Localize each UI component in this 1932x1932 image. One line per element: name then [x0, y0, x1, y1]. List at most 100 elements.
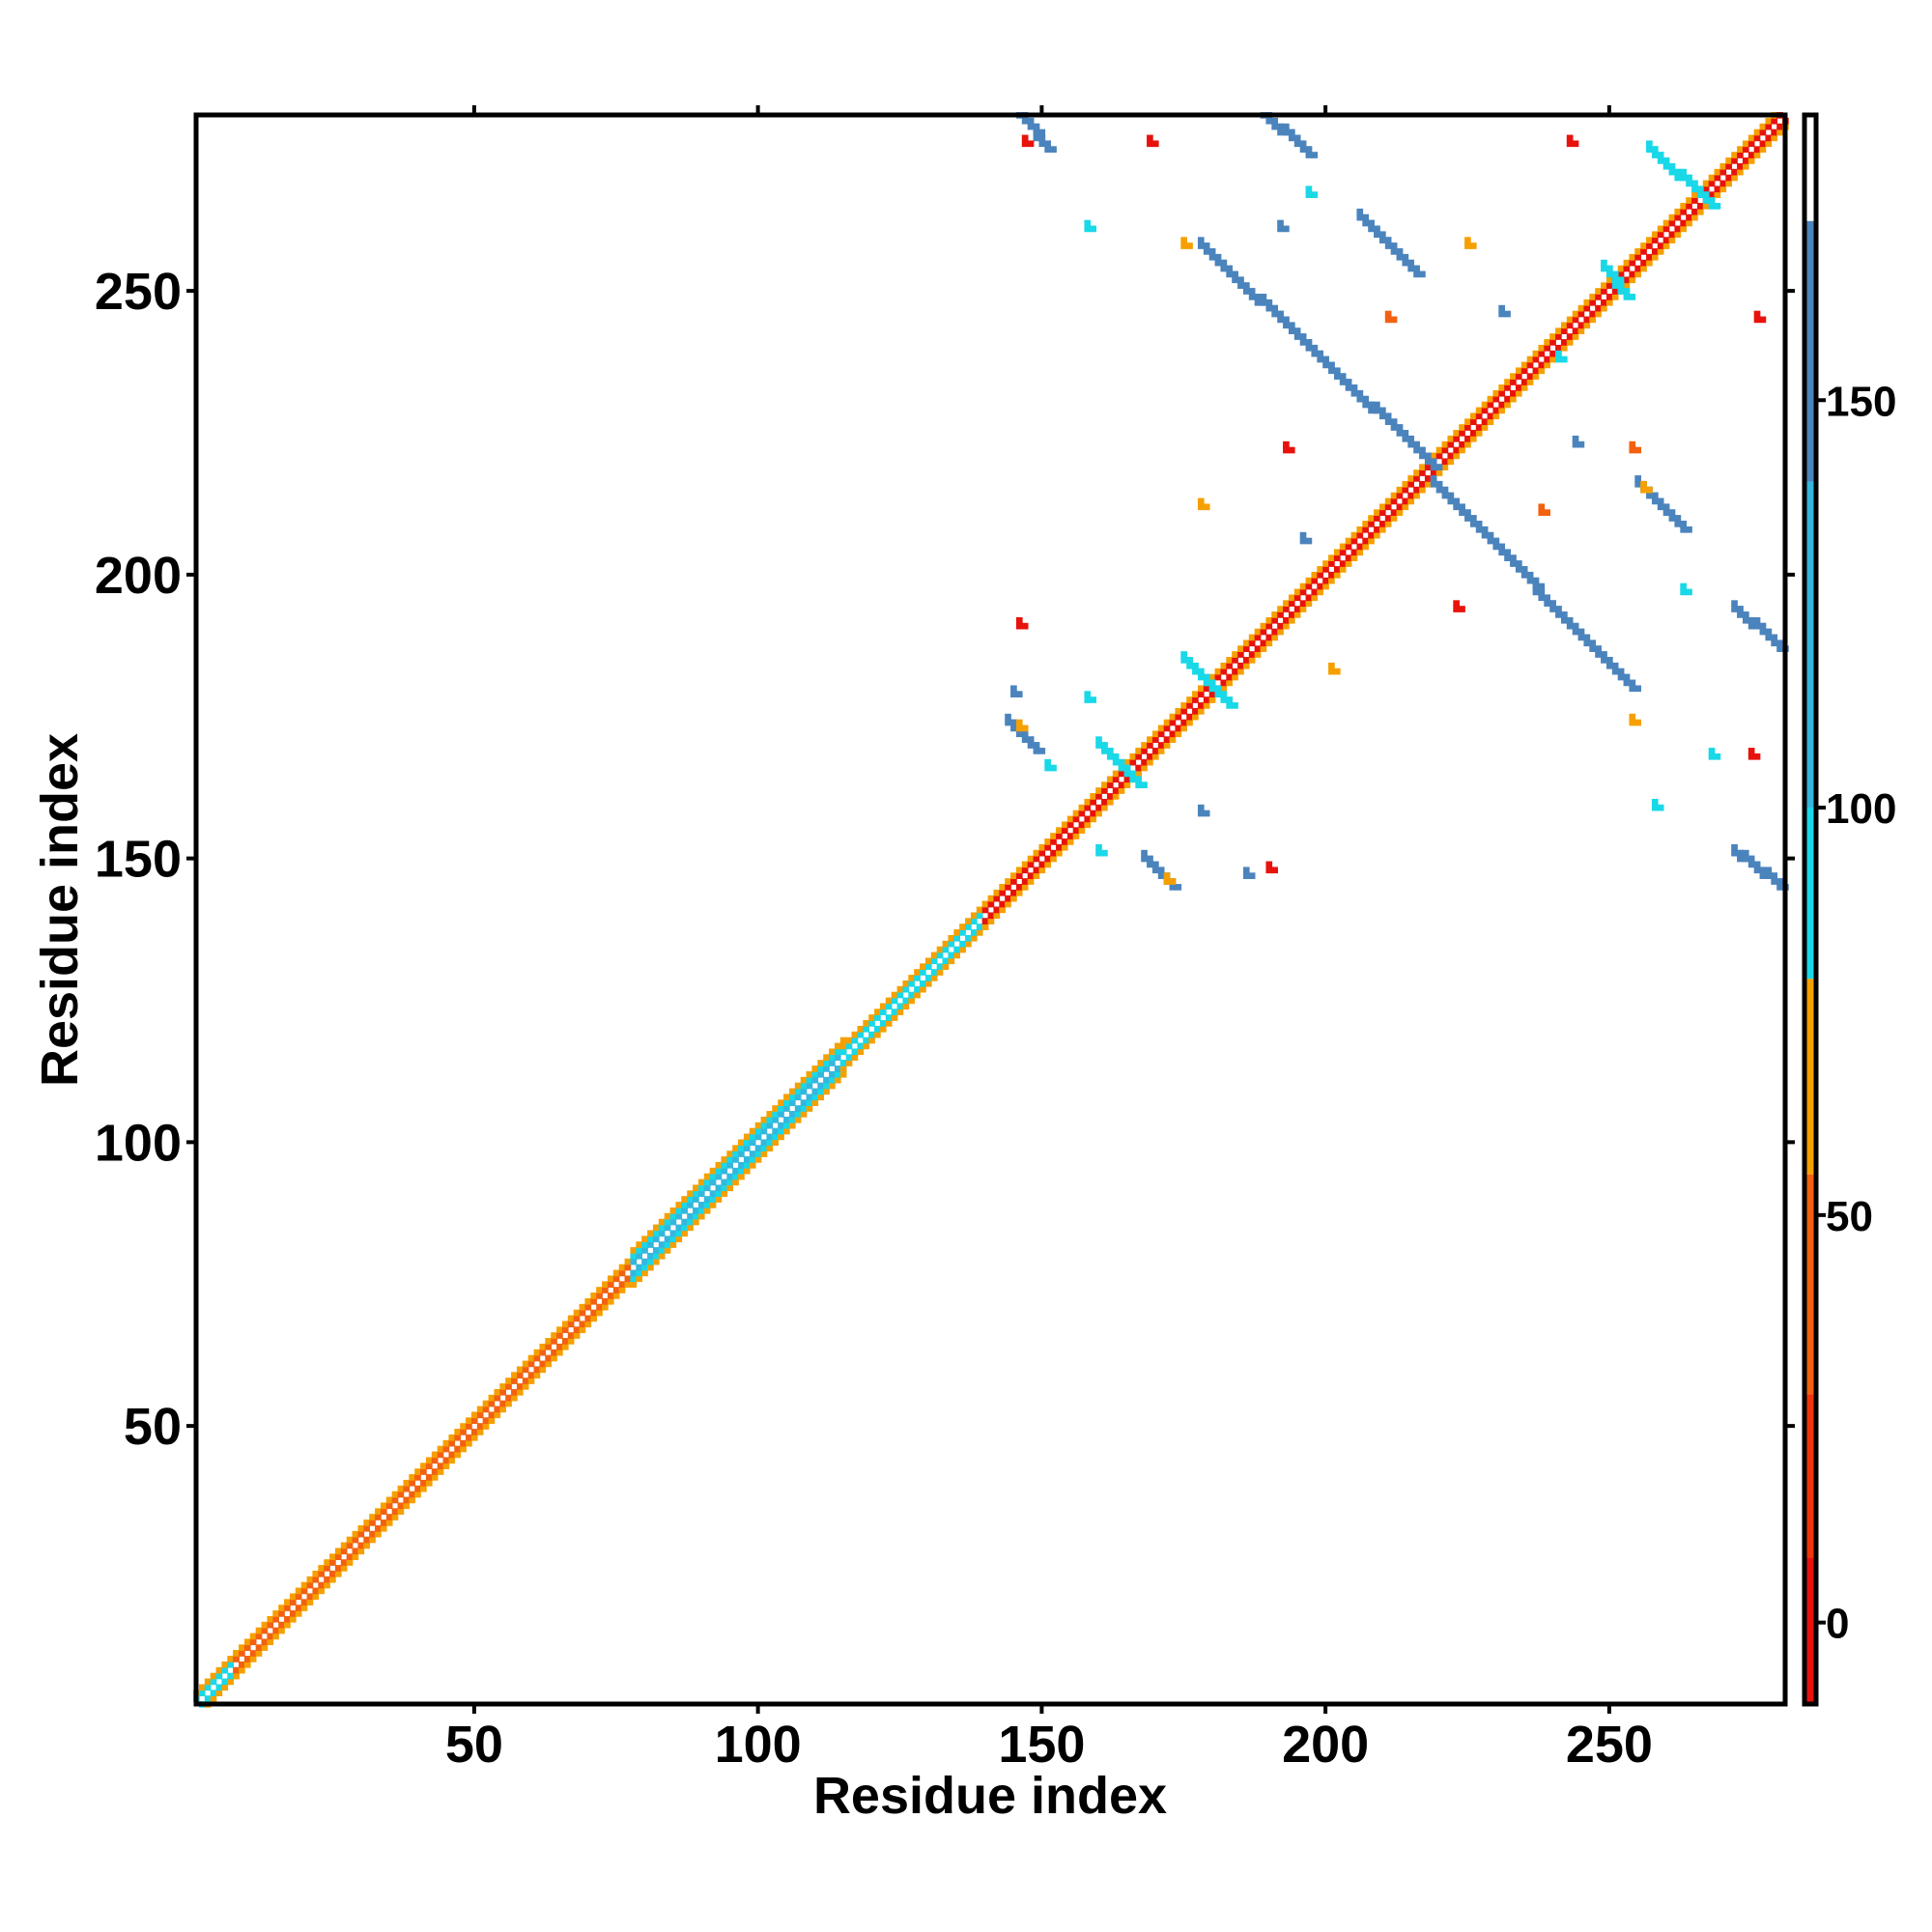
heatmap-cell — [1101, 787, 1108, 794]
heatmap-cell — [448, 1439, 456, 1447]
heatmap-cell — [442, 1445, 450, 1453]
heatmap-cell — [993, 895, 1001, 902]
heatmap-cell — [829, 1048, 836, 1056]
heatmap-cell — [1623, 276, 1631, 284]
heatmap-cell — [1435, 469, 1443, 476]
heatmap-cell — [1339, 543, 1347, 551]
heatmap-cell — [391, 1514, 399, 1520]
heatmap-cell — [681, 1218, 688, 1226]
heatmap-cell — [1374, 401, 1380, 409]
heatmap-cell — [1192, 668, 1199, 675]
heatmap-cell — [460, 1429, 467, 1435]
heatmap-cell — [1662, 157, 1670, 164]
heatmap-cell — [1038, 128, 1046, 136]
heatmap-cell — [1402, 480, 1409, 488]
heatmap-cell — [1435, 452, 1443, 460]
heatmap-cell — [1424, 480, 1432, 488]
heatmap-cell — [788, 1111, 796, 1118]
heatmap-cell — [1248, 657, 1256, 664]
heatmap-cell — [800, 1076, 808, 1084]
heatmap-cell — [1725, 174, 1732, 182]
colorbar — [1804, 115, 1816, 1704]
heatmap-cell — [1759, 872, 1767, 879]
heatmap-cell — [1560, 616, 1568, 624]
heatmap-cell — [1481, 424, 1489, 431]
heatmap-cell — [908, 980, 915, 987]
heatmap-cell — [1595, 288, 1602, 295]
heatmap-cell — [255, 1627, 263, 1634]
heatmap-cell — [1293, 594, 1301, 602]
heatmap-cell — [1021, 724, 1029, 732]
heatmap-cell — [891, 1009, 898, 1015]
heatmap-cell — [284, 1621, 291, 1629]
heatmap-cell — [687, 1202, 694, 1208]
heatmap-cell — [1384, 237, 1392, 243]
heatmap-cell — [1378, 509, 1386, 516]
heatmap-cell — [1044, 861, 1051, 868]
heatmap-cell — [1742, 611, 1749, 618]
heatmap-cell — [1061, 827, 1068, 834]
heatmap-cell — [1288, 616, 1295, 624]
heatmap-cell — [1356, 389, 1364, 397]
heatmap-cell — [1010, 719, 1017, 726]
heatmap-cell — [1657, 242, 1664, 249]
heatmap-cell — [1027, 872, 1035, 879]
heatmap-cell — [1753, 861, 1761, 868]
heatmap-cell — [1226, 662, 1233, 669]
heatmap-cell — [1129, 776, 1137, 783]
heatmap-cell — [1283, 622, 1290, 630]
heatmap-cell — [607, 1281, 614, 1288]
heatmap-cell — [976, 906, 983, 914]
heatmap-cell — [1662, 242, 1670, 249]
heatmap-cell — [726, 1184, 733, 1192]
heatmap-cell — [1662, 503, 1670, 511]
heatmap-cell — [369, 1514, 376, 1520]
heatmap-cell — [1566, 140, 1574, 148]
heatmap-cell — [754, 1151, 762, 1157]
heatmap-cell — [1424, 475, 1432, 482]
heatmap-cell — [1747, 855, 1755, 863]
heatmap-cell — [863, 1042, 869, 1050]
heatmap-cell — [664, 1224, 671, 1232]
heatmap-cell — [1605, 282, 1613, 289]
heatmap-cell — [1668, 515, 1676, 522]
heatmap-cell — [1504, 554, 1511, 561]
heatmap-cell — [981, 923, 989, 930]
heatmap-cell — [783, 1105, 790, 1112]
heatmap-cell — [778, 1099, 784, 1106]
heatmap-cell — [1719, 180, 1727, 187]
heatmap-cell — [675, 1202, 683, 1208]
heatmap-cell — [1232, 668, 1238, 675]
heatmap-cell — [1640, 248, 1647, 255]
heatmap-cell — [1459, 606, 1465, 612]
heatmap-cell — [1305, 344, 1313, 352]
heatmap-cell — [783, 1099, 790, 1106]
heatmap-cell — [1747, 748, 1755, 754]
heatmap-cell — [340, 1559, 348, 1566]
heatmap-cell — [1544, 600, 1550, 607]
heatmap-cell — [1396, 509, 1404, 516]
heatmap-cell — [1771, 134, 1777, 142]
heatmap-cell — [1605, 270, 1613, 278]
heatmap-cell — [641, 1258, 648, 1265]
heatmap-cell — [1634, 265, 1641, 272]
heatmap-cell — [539, 1349, 547, 1356]
heatmap-cell — [1214, 668, 1222, 675]
heatmap-cell — [1362, 219, 1369, 227]
heatmap-cell — [596, 1309, 603, 1317]
heatmap-cell — [1453, 446, 1460, 454]
heatmap-cell — [1192, 696, 1199, 703]
heatmap-cell — [1742, 140, 1749, 148]
heatmap-cell — [1027, 123, 1035, 130]
heatmap-cell — [1237, 645, 1244, 652]
heatmap-cell — [1260, 628, 1267, 636]
heatmap-cell — [1237, 276, 1244, 284]
heatmap-cell — [1555, 333, 1562, 340]
heatmap-cell — [476, 1406, 484, 1413]
heatmap-cell — [1305, 339, 1313, 346]
heatmap-cell — [896, 985, 904, 993]
heatmap-cell — [1356, 526, 1364, 533]
heatmap-cell — [760, 1145, 768, 1151]
heatmap-cell — [1220, 696, 1228, 703]
